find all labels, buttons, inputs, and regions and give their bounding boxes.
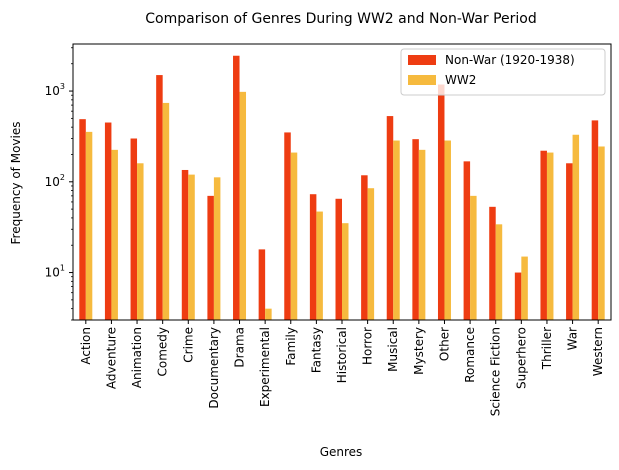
y-tick-exponent: 2 [60,173,65,182]
x-axis: Action Adventure Animation Comedy Crime Docum… [79,320,605,416]
x-tick-label: Superhero [514,327,528,389]
bar-nonwar-fantasy [309,194,317,320]
bar-ww2-superhero [521,256,528,320]
x-tick-label: Crime [181,327,195,363]
chart-title: Comparison of Genres During WW2 and Non-… [145,11,536,27]
bar-ww2-war [572,134,580,320]
bar-nonwar-musical [386,116,394,320]
bar-ww2-musical [393,140,400,320]
bar-ww2-horror [367,188,375,320]
y-tick-base: 10 [45,84,60,98]
bars-layer [79,55,605,321]
x-tick-label: Fantasy [309,327,323,373]
bar-ww2-adventure [111,149,118,320]
x-tick-label: Romance [463,327,477,383]
bar-ww2-experimental [265,308,272,320]
bar-ww2-fantasy [316,211,323,320]
x-tick-label: Family [284,327,298,366]
x-tick-label: Musical [386,327,400,372]
bar-nonwar-crime [181,169,189,320]
x-tick-label: Science Fiction [489,327,503,416]
bar-nonwar-superhero [514,272,522,320]
bar-ww2-family [290,152,298,320]
bar-ww2-action [85,131,93,320]
bar-nonwar-action [79,119,86,320]
y-tick-exponent: 3 [60,82,65,91]
y-axis-label: Frequency of Movies [9,122,23,245]
x-axis-label: Genres [320,445,363,459]
bar-nonwar-family [284,132,291,320]
bar-nonwar-documentary [207,195,214,320]
bar-nonwar-historical [335,198,342,320]
bar-ww2-mystery [418,149,426,320]
bar-ww2-crime [188,174,195,320]
y-tick-base: 10 [45,266,60,280]
bar-nonwar-western [591,120,599,320]
bar-ww2-romance [470,195,477,320]
legend-label-nonwar: Non-War (1920-1938) [445,53,575,67]
y-tick-label: 103 [45,82,65,98]
legend-box [400,48,606,96]
bar-nonwar-science-fiction [489,206,496,320]
y-tick-label: 101 [45,264,65,280]
x-tick-label: Comedy [156,327,170,377]
bar-ww2-documentary [213,177,221,320]
x-tick-label: Other [437,327,451,361]
legend-swatch-ww2 [408,75,436,85]
bar-ww2-thriller [546,152,554,320]
bar-ww2-other [444,140,451,320]
x-tick-label: Experimental [258,327,272,407]
x-tick-label: Drama [233,327,247,368]
bar-nonwar-drama [233,55,240,321]
legend-label-ww2: WW2 [445,73,476,87]
bar-ww2-historical [342,223,349,320]
y-tick-base: 10 [45,175,60,189]
bar-nonwar-romance [463,161,471,320]
bar-ww2-animation [137,163,144,320]
bar-nonwar-adventure [104,122,112,320]
bar-nonwar-other [437,84,445,320]
bar-ww2-science-fiction [495,224,503,320]
legend: Non-War (1920-1938) WW2 [400,48,606,96]
legend-swatch-nonwar [408,55,436,65]
bar-ww2-comedy [162,102,170,321]
bar-ww2-western [598,146,605,320]
x-tick-label: War [566,327,580,350]
y-tick-label: 102 [45,173,65,189]
x-tick-label: Adventure [104,327,118,389]
x-tick-label: Western [591,327,605,376]
x-tick-label: Animation [130,327,144,388]
x-tick-label: Mystery [412,327,426,375]
x-tick-label: Thriller [540,327,554,370]
bar-nonwar-mystery [412,139,419,320]
x-tick-label: Documentary [207,327,221,409]
bar-nonwar-animation [130,138,138,320]
bar-nonwar-experimental [258,249,266,320]
y-tick-exponent: 1 [60,264,65,273]
x-tick-label: Horror [361,327,375,365]
bar-nonwar-horror [361,175,368,320]
bar-nonwar-thriller [540,150,547,320]
x-tick-label: Action [79,327,93,365]
bar-ww2-drama [239,91,247,320]
x-tick-label: Historical [335,327,349,383]
bar-nonwar-comedy [156,75,163,320]
bar-nonwar-war [566,163,573,320]
